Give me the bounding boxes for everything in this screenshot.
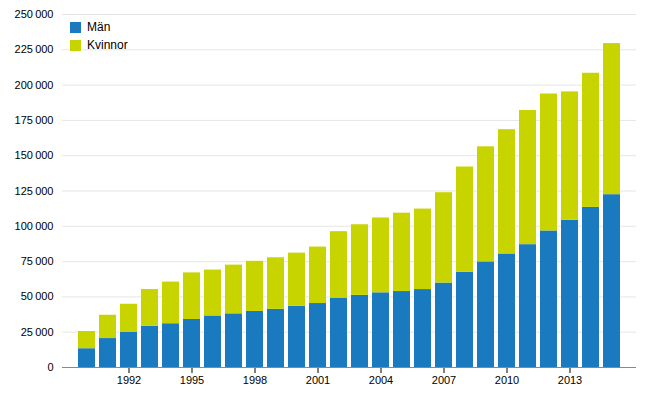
svg-text:2007: 2007 xyxy=(432,374,456,386)
svg-text:2010: 2010 xyxy=(495,374,519,386)
svg-text:100 000: 100 000 xyxy=(15,220,54,232)
svg-text:150 000: 150 000 xyxy=(15,149,54,161)
svg-text:50 000: 50 000 xyxy=(21,290,54,302)
svg-text:2004: 2004 xyxy=(369,374,393,386)
svg-text:2001: 2001 xyxy=(306,374,330,386)
svg-text:250 000: 250 000 xyxy=(15,8,54,20)
svg-text:25 000: 25 000 xyxy=(21,326,54,338)
html-text:Män: Män xyxy=(87,20,111,34)
svg-text:1995: 1995 xyxy=(180,374,204,386)
svg-text:1992: 1992 xyxy=(117,374,141,386)
svg-text:175 000: 175 000 xyxy=(15,114,54,126)
svg-text:125 000: 125 000 xyxy=(15,185,54,197)
svg-text:200 000: 200 000 xyxy=(15,79,54,91)
svg-text:225 000: 225 000 xyxy=(15,43,54,55)
svg-text:0: 0 xyxy=(47,361,53,373)
svg-text:75 000: 75 000 xyxy=(21,255,54,267)
svg-text:2013: 2013 xyxy=(558,374,582,386)
html-text:Kvinnor: Kvinnor xyxy=(87,38,128,52)
svg-text:1998: 1998 xyxy=(243,374,267,386)
